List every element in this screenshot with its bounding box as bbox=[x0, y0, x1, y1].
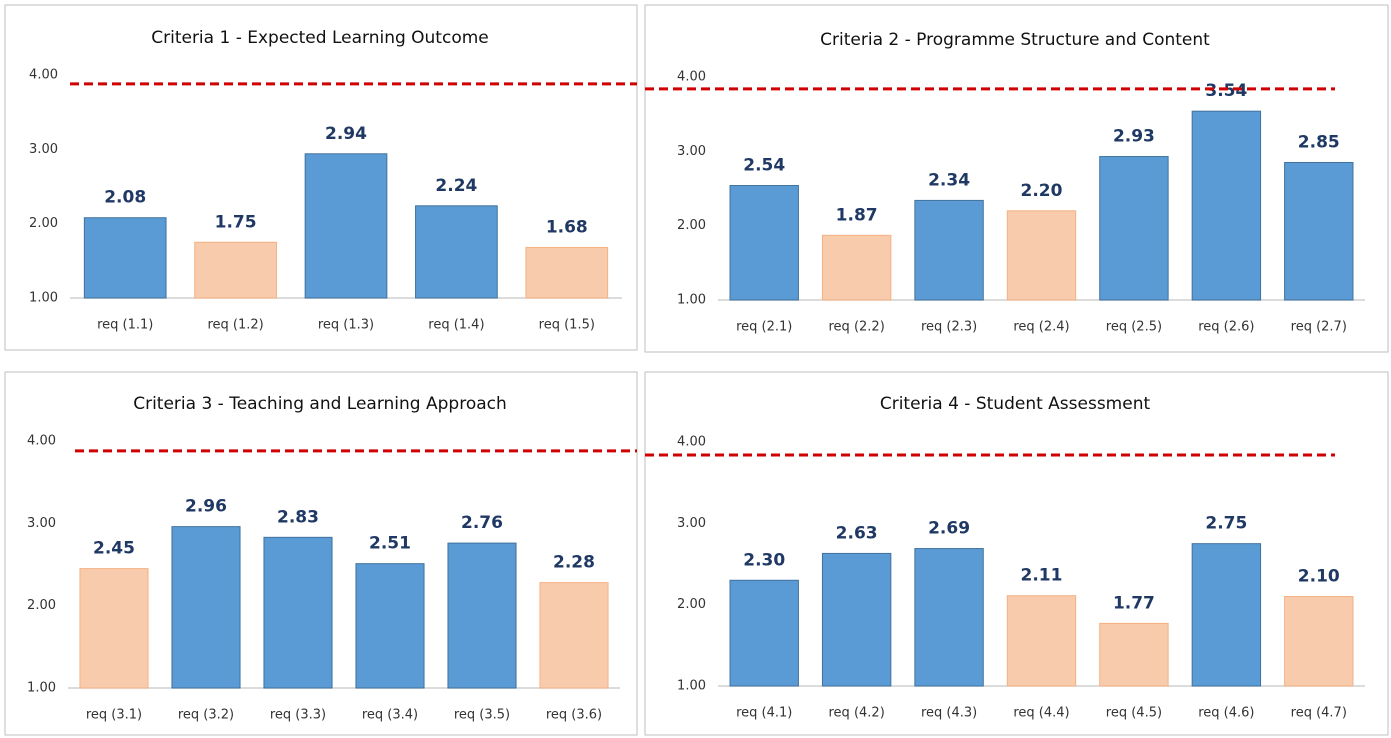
y-tick-label: 3.00 bbox=[677, 144, 706, 159]
x-tick-label: req (3.2) bbox=[178, 708, 234, 723]
x-tick-label: req (3.5) bbox=[454, 708, 510, 723]
bar bbox=[821, 552, 892, 687]
x-tick-label: req (4.7) bbox=[1291, 706, 1347, 721]
bar bbox=[914, 199, 984, 301]
x-tick-label: req (3.6) bbox=[546, 708, 602, 723]
data-label: 2.76 bbox=[461, 513, 503, 533]
x-tick-label: req (2.5) bbox=[1106, 320, 1162, 335]
bar bbox=[1006, 595, 1077, 687]
bar bbox=[304, 153, 388, 299]
y-tick-label: 1.00 bbox=[27, 681, 56, 696]
data-label: 2.69 bbox=[928, 519, 970, 539]
bar bbox=[171, 526, 241, 689]
data-label: 2.08 bbox=[104, 188, 146, 208]
y-tick-label: 4.00 bbox=[29, 68, 58, 83]
data-label: 2.85 bbox=[1298, 132, 1340, 152]
chart-title: Criteria 3 - Teaching and Learning Appro… bbox=[133, 394, 507, 414]
x-tick-label: req (1.3) bbox=[318, 318, 374, 333]
x-tick-label: req (2.2) bbox=[829, 320, 885, 335]
data-label: 2.24 bbox=[435, 176, 477, 196]
y-tick-label: 4.00 bbox=[677, 435, 706, 450]
x-tick-label: req (1.2) bbox=[207, 318, 263, 333]
y-tick-label: 3.00 bbox=[29, 142, 58, 157]
bar bbox=[539, 582, 609, 689]
data-label: 2.34 bbox=[928, 170, 970, 190]
data-label: 2.28 bbox=[553, 553, 595, 573]
data-label: 2.20 bbox=[1021, 181, 1063, 201]
y-tick-label: 2.00 bbox=[27, 598, 56, 613]
data-label: 1.75 bbox=[215, 212, 257, 232]
bar bbox=[525, 246, 609, 299]
bar bbox=[1284, 596, 1354, 687]
data-label: 2.94 bbox=[325, 124, 367, 144]
chart-title: Criteria 4 - Student Assessment bbox=[880, 394, 1151, 414]
data-label: 1.68 bbox=[546, 217, 588, 237]
x-tick-label: req (1.1) bbox=[97, 318, 153, 333]
x-tick-label: req (2.7) bbox=[1291, 320, 1347, 335]
x-tick-label: req (2.3) bbox=[921, 320, 977, 335]
x-tick-label: req (2.4) bbox=[1013, 320, 1069, 335]
bar bbox=[1284, 161, 1354, 301]
data-label: 1.87 bbox=[836, 205, 878, 225]
bar bbox=[83, 217, 167, 299]
bar bbox=[415, 205, 498, 299]
x-tick-label: req (3.3) bbox=[270, 708, 326, 723]
bar bbox=[821, 234, 892, 301]
y-tick-label: 1.00 bbox=[677, 293, 706, 308]
bar bbox=[1006, 210, 1077, 301]
data-label: 2.11 bbox=[1021, 566, 1063, 586]
x-tick-label: req (4.2) bbox=[829, 706, 885, 721]
data-label: 2.75 bbox=[1205, 514, 1247, 534]
x-tick-label: req (1.5) bbox=[539, 318, 595, 333]
data-label: 2.54 bbox=[743, 156, 785, 176]
data-label: 2.63 bbox=[836, 523, 878, 543]
x-tick-label: req (4.1) bbox=[736, 706, 792, 721]
bar bbox=[447, 542, 517, 689]
bar bbox=[263, 536, 333, 689]
data-label: 2.10 bbox=[1298, 567, 1340, 587]
x-tick-label: req (1.4) bbox=[428, 318, 484, 333]
bar bbox=[194, 241, 277, 299]
chart-title: Criteria 1 - Expected Learning Outcome bbox=[151, 28, 489, 48]
bar bbox=[729, 579, 799, 687]
data-label: 1.77 bbox=[1113, 593, 1155, 613]
data-label: 2.83 bbox=[277, 507, 319, 527]
data-label: 2.30 bbox=[743, 550, 785, 570]
x-tick-label: req (2.6) bbox=[1198, 320, 1254, 335]
y-tick-label: 3.00 bbox=[27, 516, 56, 531]
data-label: 2.45 bbox=[93, 539, 135, 559]
bar bbox=[729, 185, 799, 301]
x-tick-label: req (3.1) bbox=[86, 708, 142, 723]
chart-title: Criteria 2 - Programme Structure and Con… bbox=[820, 30, 1210, 50]
x-tick-label: req (4.6) bbox=[1198, 706, 1254, 721]
data-label: 2.51 bbox=[369, 534, 411, 554]
x-tick-label: req (4.5) bbox=[1106, 706, 1162, 721]
y-tick-label: 1.00 bbox=[677, 679, 706, 694]
x-tick-label: req (3.4) bbox=[362, 708, 418, 723]
x-tick-label: req (4.3) bbox=[921, 706, 977, 721]
bar bbox=[1191, 543, 1262, 687]
bar bbox=[1099, 622, 1169, 687]
bar bbox=[1191, 110, 1262, 301]
y-tick-label: 4.00 bbox=[27, 434, 56, 449]
y-tick-label: 2.00 bbox=[677, 218, 706, 233]
x-tick-label: req (2.1) bbox=[736, 320, 792, 335]
x-tick-label: req (4.4) bbox=[1013, 706, 1069, 721]
y-tick-label: 2.00 bbox=[677, 597, 706, 612]
y-tick-label: 2.00 bbox=[29, 216, 58, 231]
bar bbox=[79, 568, 149, 689]
bar bbox=[1099, 156, 1169, 301]
y-tick-label: 3.00 bbox=[677, 516, 706, 531]
y-tick-label: 1.00 bbox=[29, 291, 58, 306]
bar bbox=[355, 563, 425, 689]
y-tick-label: 4.00 bbox=[677, 70, 706, 85]
data-label: 2.96 bbox=[185, 497, 227, 517]
bar bbox=[914, 548, 984, 687]
data-label: 2.93 bbox=[1113, 127, 1155, 147]
data-label: 3.54 bbox=[1205, 81, 1247, 101]
